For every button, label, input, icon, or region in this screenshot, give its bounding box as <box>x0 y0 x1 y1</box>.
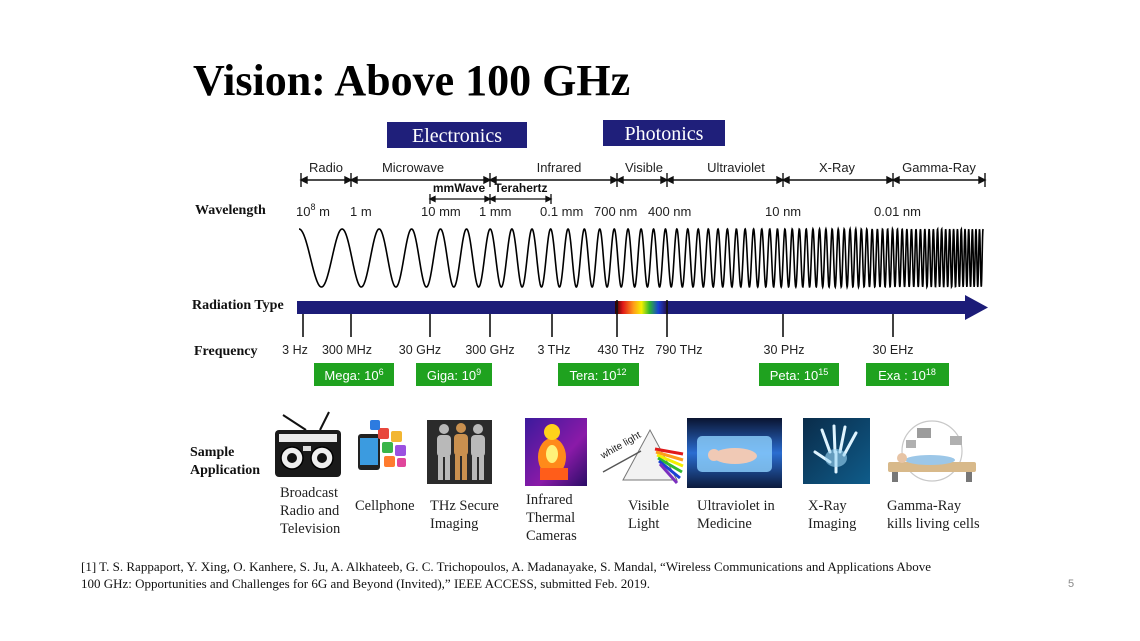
row-label-frequency: Frequency <box>194 344 258 359</box>
radiation-arrow-head <box>965 295 988 320</box>
frequency-value: 30 GHz <box>399 343 441 357</box>
band-label-xray: X-Ray <box>819 160 856 175</box>
band-labels: Radio Microwave Infrared Visible Ultravi… <box>309 160 976 175</box>
band-label-gamma: Gamma-Ray <box>902 160 976 175</box>
prefix-exa: Exa : 1018 <box>866 363 949 386</box>
frequency-value: 30 EHz <box>873 343 914 357</box>
header-electronics-label: Electronics <box>412 125 502 147</box>
band-label-radio: Radio <box>309 160 343 175</box>
wavelength-values: 108 m 1 m 10 mm 1 mm 0.1 mm 700 nm 400 n… <box>296 202 921 219</box>
wavelength-value: 0.1 mm <box>540 204 583 219</box>
frequency-value: 430 THz <box>597 343 644 357</box>
band-range-line <box>299 173 987 187</box>
band-label-ultraviolet: Ultraviolet <box>707 160 765 175</box>
sub-band-range-line <box>428 194 553 204</box>
reference-line-1: [1] T. S. Rappaport, Y. Xing, O. Kanhere… <box>81 559 931 574</box>
header-photonics-label: Photonics <box>625 123 704 145</box>
gamma-therapy-icon <box>888 420 976 482</box>
app-caption-ultraviolet: Ultraviolet in Medicine <box>697 498 778 532</box>
frequency-value: 300 MHz <box>322 343 372 357</box>
reference: [1] T. S. Rappaport, Y. Xing, O. Kanhere… <box>81 559 931 591</box>
page-title: Vision: Above 100 GHz <box>193 56 630 105</box>
frequency-value: 3 THz <box>537 343 570 357</box>
prefix-peta: Peta: 1015 <box>759 363 839 386</box>
frequency-value: 790 THz <box>655 343 702 357</box>
wavelength-value: 10 nm <box>765 204 801 219</box>
app-caption-infrared: Infrared Thermal Cameras <box>526 492 579 544</box>
xray-hand-icon <box>803 418 870 484</box>
app-caption-gamma: Gamma-Ray kills living cells <box>887 498 980 532</box>
visible-spectrum-band <box>615 301 668 314</box>
header-electronics: Electronics <box>387 122 527 148</box>
frequency-values: 3 Hz 300 MHz 30 GHz 300 GHz 3 THz 430 TH… <box>282 343 913 357</box>
svg-text:Tera: 1012: Tera: 1012 <box>570 367 627 383</box>
frequency-ticks <box>302 300 894 337</box>
chirp-wave <box>298 225 984 291</box>
row-label-application: Application <box>190 463 260 478</box>
wavelength-value: 700 nm <box>594 204 637 219</box>
app-caption-broadcast: Broadcast Radio and Television <box>280 485 343 537</box>
reference-line-2: 100 GHz: Opportunities and Challenges fo… <box>81 576 650 591</box>
row-label-wavelength: Wavelength <box>195 203 266 218</box>
app-caption-cellphone: Cellphone <box>355 498 415 514</box>
header-photonics: Photonics <box>603 120 725 146</box>
band-label-visible: Visible <box>625 160 663 175</box>
wavelength-value: 10 mm <box>421 204 461 219</box>
page-number: 5 <box>1068 578 1074 590</box>
svg-text:Peta: 1015: Peta: 1015 <box>770 367 828 383</box>
si-prefixes: Mega: 106 Giga: 109 Tera: 1012 Peta: 101… <box>314 363 949 386</box>
svg-text:Mega: 106: Mega: 106 <box>324 367 383 383</box>
frequency-value: 30 PHz <box>764 343 805 357</box>
header-photonics-bg <box>603 120 725 146</box>
uv-incubator-icon <box>687 418 782 488</box>
radio-icon <box>275 411 341 477</box>
band-label-microwave: Microwave <box>382 160 444 175</box>
row-label-sample: Sample <box>190 445 234 460</box>
application-captions: Broadcast Radio and Television Cellphone… <box>280 485 980 544</box>
row-label-radiation-type: Radiation Type <box>192 298 284 313</box>
app-caption-visible: Visible Light <box>628 498 673 532</box>
thz-scan-icon <box>427 420 492 484</box>
wavelength-value: 400 nm <box>648 204 691 219</box>
wavelength-value: 1 mm <box>479 204 512 219</box>
sub-band-terahertz: Terahertz <box>494 181 547 195</box>
thermal-camera-icon <box>525 418 587 486</box>
wavelength-value: 0.01 nm <box>874 204 921 219</box>
band-label-infrared: Infrared <box>537 160 582 175</box>
svg-text:Exa : 1018: Exa : 1018 <box>878 367 936 383</box>
app-caption-xray: X-Ray Imaging <box>808 498 856 532</box>
header-electronics-bg <box>387 122 527 148</box>
wavelength-value: 1 m <box>350 204 372 219</box>
prefix-tera: Tera: 1012 <box>558 363 639 386</box>
frequency-value: 300 GHz <box>465 343 514 357</box>
sub-band-mmwave: mmWave <box>433 181 486 195</box>
cellphone-icon <box>358 420 406 470</box>
radiation-arrow <box>297 295 988 320</box>
wavelength-value: 108 m <box>296 202 330 219</box>
svg-text:Giga: 109: Giga: 109 <box>427 367 481 383</box>
prism-icon: white light <box>598 428 684 485</box>
prefix-giga: Giga: 109 <box>416 363 492 386</box>
prefix-mega: Mega: 106 <box>314 363 394 386</box>
app-caption-thz: THz Secure Imaging <box>430 498 502 532</box>
frequency-value: 3 Hz <box>282 343 308 357</box>
